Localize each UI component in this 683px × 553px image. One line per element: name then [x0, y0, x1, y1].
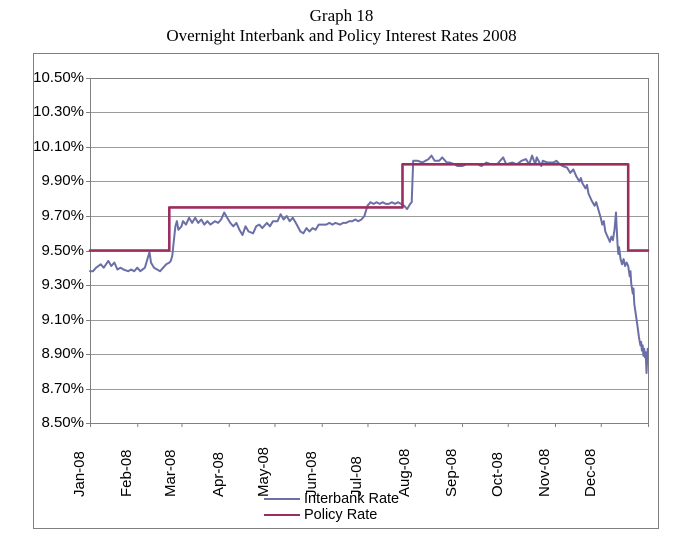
legend-item: Interbank Rate [264, 491, 399, 507]
chart-title: Graph 18 Overnight Interbank and Policy … [0, 6, 683, 46]
legend-item: Policy Rate [264, 507, 399, 523]
x-tick-label: Sep-08 [443, 448, 460, 497]
chart-title-line2: Overnight Interbank and Policy Interest … [166, 26, 517, 45]
y-tick-label: 10.50% [33, 69, 84, 86]
y-tick-label: 8.70% [41, 380, 84, 397]
legend-line-swatch [264, 497, 300, 501]
x-tick-label: Nov-08 [536, 448, 553, 497]
y-tick-label: 10.10% [33, 138, 84, 155]
y-tick-label: 10.30% [33, 103, 84, 120]
x-tick-label: May-08 [255, 446, 273, 497]
x-tick-label: Mar-08 [162, 449, 180, 497]
legend: Interbank Rate Policy Rate [264, 491, 399, 523]
chart-outer-border [33, 53, 659, 529]
series-line-interbank-rate [89, 154, 649, 374]
y-tick-label: 8.50% [41, 414, 84, 431]
y-tick-label: 9.50% [41, 242, 84, 259]
y-tick-label: 9.10% [41, 311, 84, 328]
y-tick-label: 9.70% [41, 207, 84, 224]
series-line-policy-rate [88, 163, 650, 252]
chart-title-line1: Graph 18 [309, 6, 374, 25]
y-tick-label: 8.90% [41, 345, 84, 362]
legend-label: Policy Rate [304, 507, 378, 523]
legend-line-swatch [264, 513, 300, 517]
legend-label: Interbank Rate [304, 491, 400, 507]
y-tick-label: 9.30% [41, 276, 84, 293]
y-tick-label: 9.90% [41, 172, 84, 189]
x-tick-label: Oct-08 [488, 451, 506, 497]
x-tick-label: Feb-08 [118, 449, 136, 497]
x-tick-label: Jan-08 [71, 451, 88, 497]
x-tick-label: Apr-08 [209, 451, 227, 497]
x-tick-label: Dec-08 [581, 448, 599, 497]
x-tick-label: Aug-08 [395, 448, 413, 497]
